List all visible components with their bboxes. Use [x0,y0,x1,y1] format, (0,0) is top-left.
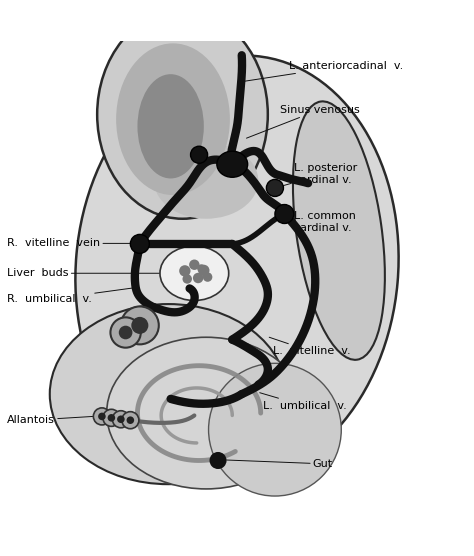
Circle shape [131,317,148,334]
Ellipse shape [137,74,204,178]
Circle shape [197,264,206,273]
Text: Gut: Gut [227,459,333,469]
Circle shape [275,205,294,224]
Ellipse shape [293,101,385,360]
Circle shape [179,265,191,276]
Circle shape [130,235,149,254]
Ellipse shape [97,10,268,219]
Ellipse shape [160,246,228,300]
Circle shape [110,317,141,348]
Text: L. posterior
cardinal v.: L. posterior cardinal v. [283,163,357,186]
Ellipse shape [50,304,287,484]
Text: L.  vitelline  v.: L. vitelline v. [269,337,350,356]
Circle shape [198,265,210,276]
Ellipse shape [154,143,258,219]
Ellipse shape [217,151,247,177]
Text: Allantois: Allantois [7,415,93,425]
Ellipse shape [107,337,306,489]
Circle shape [122,411,139,429]
Text: R.  vitelline  vein: R. vitelline vein [7,239,130,249]
Text: L.  umbilical  v.: L. umbilical v. [260,393,347,411]
Circle shape [121,306,159,344]
Circle shape [127,416,134,424]
Circle shape [93,408,110,425]
Ellipse shape [116,43,230,195]
Text: L. common
cardinal v.: L. common cardinal v. [284,211,356,233]
Text: Sinus venosus: Sinus venosus [246,105,359,138]
Circle shape [108,414,115,421]
Circle shape [193,273,203,283]
Circle shape [103,409,120,426]
Ellipse shape [209,363,341,496]
Ellipse shape [75,56,399,481]
Circle shape [117,415,125,423]
Circle shape [112,411,129,428]
Text: R.  umbilical  v.: R. umbilical v. [7,287,137,304]
Circle shape [182,274,192,284]
Circle shape [189,260,200,270]
Circle shape [119,326,132,339]
Circle shape [266,180,283,196]
Text: L. anteriorcadinal  v.: L. anteriorcadinal v. [244,61,403,81]
Circle shape [98,413,106,420]
Circle shape [210,452,227,469]
Circle shape [191,146,208,163]
Circle shape [203,272,212,282]
Text: Liver  buds: Liver buds [7,268,174,278]
